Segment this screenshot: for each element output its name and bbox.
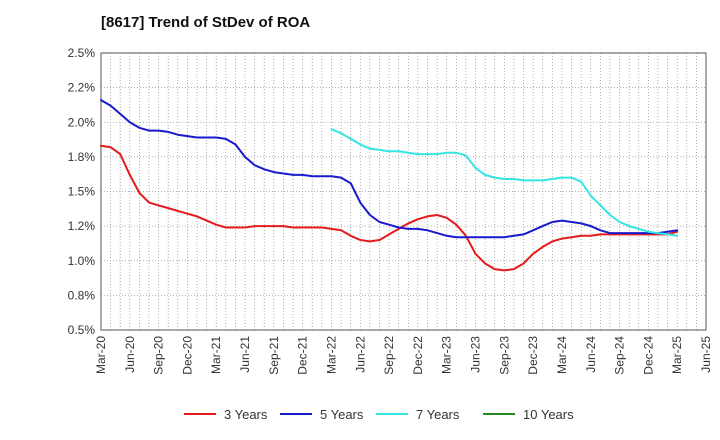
x-tick-label: Dec-23 — [526, 336, 540, 375]
x-tick-label: Jun-21 — [238, 336, 252, 373]
legend-label-7-years: 7 Years — [416, 407, 460, 422]
x-tick-label: Mar-22 — [324, 336, 338, 374]
legend-label-3-years: 3 Years — [224, 407, 268, 422]
x-tick-label: Sep-23 — [497, 336, 511, 375]
legend-label-5-years: 5 Years — [320, 407, 364, 422]
x-tick-label: Sep-21 — [267, 336, 281, 375]
x-tick-label: Jun-24 — [584, 336, 598, 373]
x-tick-label: Mar-25 — [670, 336, 684, 374]
series-line-7-years — [330, 128, 679, 237]
x-tick-label: Mar-24 — [555, 336, 569, 374]
y-tick-label: 1.5% — [68, 185, 96, 199]
y-tick-label: 0.5% — [68, 323, 96, 337]
y-tick-label: 1.8% — [68, 150, 96, 164]
x-tick-label: Sep-24 — [613, 336, 627, 375]
x-tick-label: Mar-23 — [440, 336, 454, 374]
y-tick-label: 2.2% — [68, 81, 96, 95]
x-tick-label: Jun-25 — [699, 336, 713, 373]
series-line-3-years — [100, 144, 679, 272]
x-tick-label: Dec-20 — [180, 336, 194, 375]
y-tick-label: 2.5% — [68, 46, 96, 60]
x-tick-label: Dec-24 — [641, 336, 655, 375]
x-tick-label: Dec-22 — [411, 336, 425, 375]
x-tick-label: Sep-20 — [152, 336, 166, 375]
x-tick-label: Mar-21 — [209, 336, 223, 374]
x-tick-label: Jun-23 — [469, 336, 483, 373]
x-tick-label: Mar-20 — [94, 336, 108, 374]
series-line-5-years — [100, 99, 679, 239]
x-tick-label: Jun-22 — [353, 336, 367, 373]
plot-frame — [100, 52, 707, 331]
y-tick-label: 1.2% — [68, 219, 96, 233]
legend-label-10-years: 10 Years — [523, 407, 574, 422]
x-tick-label: Jun-20 — [123, 336, 137, 373]
x-tick-label: Sep-22 — [382, 336, 396, 375]
y-tick-label: 1.0% — [68, 254, 96, 268]
y-tick-label: 2.0% — [68, 115, 96, 129]
chart-title: [8617] Trend of StDev of ROA — [101, 14, 311, 31]
y-tick-label: 0.8% — [68, 288, 96, 302]
x-tick-label: Dec-21 — [296, 336, 310, 375]
